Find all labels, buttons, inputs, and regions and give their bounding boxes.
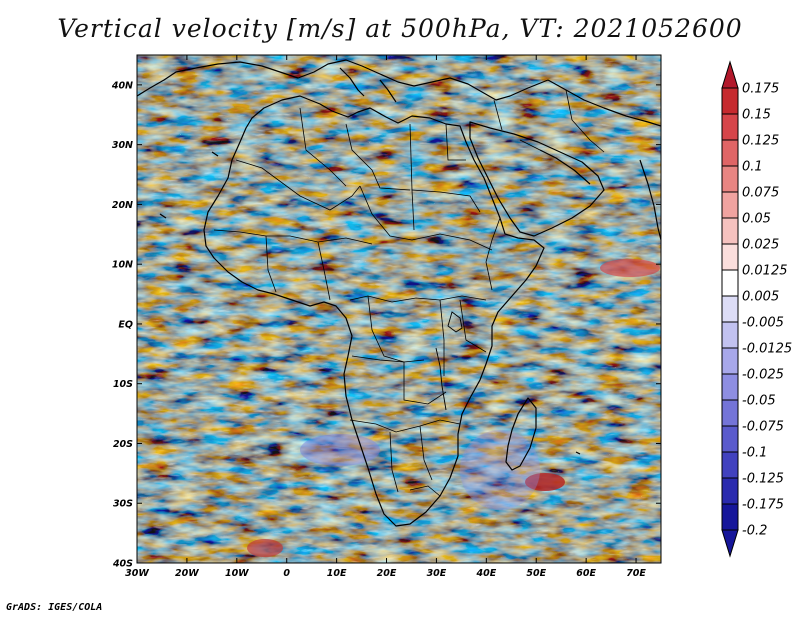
colorbar-swatch (721, 295, 739, 323)
colorbar-label: 0.075 (742, 186, 779, 201)
colorbar-swatch (721, 425, 739, 453)
lat-tick-label: 30S (113, 499, 133, 510)
colorbar-label: -0.0125 (742, 342, 792, 357)
colorbar-swatch (721, 243, 739, 271)
subsidence-patch (460, 430, 540, 510)
country-borders (213, 89, 605, 497)
colorbar-label: -0.025 (742, 368, 784, 383)
colorbar-swatch (721, 451, 739, 479)
colorbar-label: -0.05 (742, 394, 776, 409)
lon-tick-label: 30E (427, 568, 447, 579)
velocity-field (137, 55, 661, 563)
lat-tick-label: 20S (113, 439, 133, 450)
longitude-axis: 30W 20W 10W 0 10E 20E 30E 40E 50E 60E 70E (125, 55, 646, 579)
grads-credit: GrADS: IGES/COLA (6, 602, 103, 613)
ascent-patch-south-atlantic (247, 539, 283, 557)
lat-tick-label: 10N (112, 260, 133, 271)
colorbar-label: -0.005 (742, 316, 784, 331)
colorbar-swatch (721, 399, 739, 427)
colorbar-label: 0.05 (742, 212, 771, 227)
lon-tick-label: 60E (576, 568, 596, 579)
colorbar-label: 0.0125 (742, 264, 788, 279)
colorbar-swatch (721, 165, 739, 193)
colorbar-min-arrow (721, 529, 739, 558)
lon-tick-label: 20E (377, 568, 397, 579)
plot-frame (136, 54, 662, 564)
lon-tick-label: 70E (626, 568, 646, 579)
colorbar-swatch (721, 269, 739, 297)
colorbar-swatch (721, 87, 739, 115)
colorbar-swatch (721, 347, 739, 375)
colorbar-label: 0.15 (742, 108, 771, 123)
lon-tick-label: 10E (327, 568, 347, 579)
lon-tick-label: 40E (475, 568, 496, 579)
subsidence-patch (300, 434, 380, 466)
lakes (435, 311, 463, 411)
lat-tick-label: EQ (118, 319, 133, 330)
colorbar-swatch (721, 217, 739, 245)
colorbar-label: -0.175 (742, 498, 784, 513)
colorbar-swatch (721, 191, 739, 219)
colorbar-label: -0.125 (742, 472, 784, 487)
colorbar-label: -0.2 (742, 524, 767, 539)
colorbar-label: -0.075 (742, 420, 784, 435)
colorbar-swatch (721, 139, 739, 167)
colorbar-label: -0.1 (742, 446, 767, 461)
latitude-axis: 40N 30N 20N 10N EQ 10S 20S 30S 40S (111, 80, 661, 570)
colorbar-label: 0.125 (742, 134, 779, 149)
colorbar-label: 0.025 (742, 238, 779, 253)
colorbar-swatch (721, 373, 739, 401)
colorbar-swatch (721, 321, 739, 349)
lat-tick-label: 10S (113, 379, 133, 390)
colorbar-label: 0.175 (742, 82, 779, 97)
lat-tick-label: 20N (112, 200, 133, 211)
map-title: Vertical velocity [m/s] at 500hPa, VT: 2… (57, 14, 743, 43)
lon-tick-label: 20W (175, 568, 199, 579)
coastlines (137, 59, 661, 527)
lon-tick-label: 10W (225, 568, 249, 579)
lat-tick-label: 40S (112, 559, 133, 570)
lat-tick-label: 40N (111, 80, 133, 91)
colorbar: 0.175 0.15 0.125 0.1 0.075 0.05 0.025 0.0125 0.0… (721, 60, 792, 558)
strong-ascent-patch (525, 473, 565, 491)
colorbar-label: 0.1 (742, 160, 763, 175)
lon-tick-label: 0 (283, 568, 290, 579)
lat-tick-label: 30N (112, 140, 133, 151)
colorbar-swatch (721, 477, 739, 505)
colorbar-swatch (721, 503, 739, 531)
colorbar-swatch (721, 113, 739, 141)
colorbar-label: 0.005 (742, 290, 779, 305)
ascent-patch-indian-ocean (600, 259, 660, 277)
colorbar-max-arrow (721, 60, 739, 89)
lon-tick-label: 30W (125, 568, 149, 579)
lon-tick-label: 50E (526, 568, 546, 579)
